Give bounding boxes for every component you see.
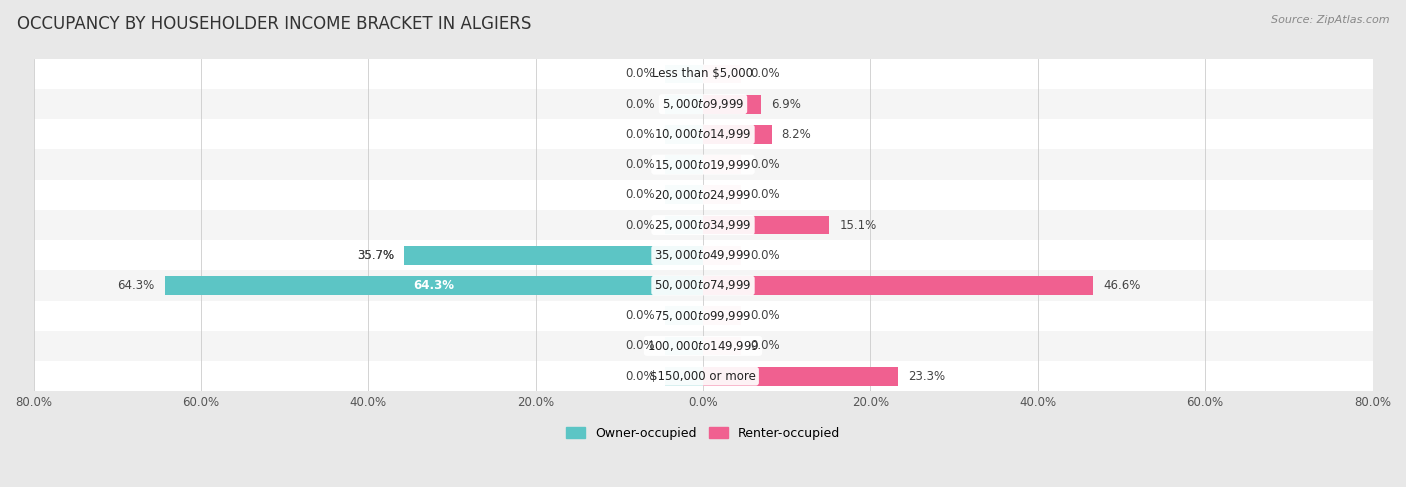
- Bar: [405, 246, 703, 264]
- Bar: [703, 216, 830, 234]
- Bar: [665, 216, 703, 234]
- Bar: [703, 95, 761, 113]
- Bar: [34, 210, 1372, 240]
- Text: $35,000 to $49,999: $35,000 to $49,999: [654, 248, 752, 262]
- Text: 0.0%: 0.0%: [626, 339, 655, 353]
- Text: 0.0%: 0.0%: [626, 219, 655, 231]
- Text: 23.3%: 23.3%: [908, 370, 945, 383]
- Bar: [703, 337, 741, 356]
- Text: $5,000 to $9,999: $5,000 to $9,999: [662, 97, 744, 111]
- Text: 15.1%: 15.1%: [839, 219, 877, 231]
- Bar: [665, 65, 703, 83]
- Bar: [34, 270, 1372, 300]
- Bar: [34, 331, 1372, 361]
- Bar: [703, 306, 741, 325]
- Bar: [703, 276, 1092, 295]
- Bar: [34, 361, 1372, 391]
- Text: 0.0%: 0.0%: [626, 370, 655, 383]
- Text: 35.7%: 35.7%: [357, 249, 394, 262]
- Bar: [703, 186, 741, 204]
- Text: $25,000 to $34,999: $25,000 to $34,999: [654, 218, 752, 232]
- Text: 0.0%: 0.0%: [626, 67, 655, 80]
- Text: 6.9%: 6.9%: [770, 98, 800, 111]
- Text: $20,000 to $24,999: $20,000 to $24,999: [654, 188, 752, 202]
- Text: $100,000 to $149,999: $100,000 to $149,999: [647, 339, 759, 353]
- Text: 46.6%: 46.6%: [1104, 279, 1140, 292]
- Bar: [703, 155, 741, 174]
- Bar: [665, 186, 703, 204]
- Bar: [703, 246, 741, 264]
- Text: 0.0%: 0.0%: [626, 158, 655, 171]
- Bar: [703, 367, 898, 386]
- Bar: [34, 240, 1372, 270]
- Bar: [34, 180, 1372, 210]
- Bar: [34, 89, 1372, 119]
- Text: 0.0%: 0.0%: [626, 309, 655, 322]
- Text: 0.0%: 0.0%: [751, 339, 780, 353]
- Text: 0.0%: 0.0%: [751, 249, 780, 262]
- Text: 64.3%: 64.3%: [118, 279, 155, 292]
- Text: 0.0%: 0.0%: [751, 188, 780, 201]
- Text: 0.0%: 0.0%: [626, 188, 655, 201]
- Text: 0.0%: 0.0%: [626, 128, 655, 141]
- Text: 0.0%: 0.0%: [751, 67, 780, 80]
- Text: $150,000 or more: $150,000 or more: [650, 370, 756, 383]
- Text: $50,000 to $74,999: $50,000 to $74,999: [654, 279, 752, 293]
- Bar: [665, 306, 703, 325]
- Bar: [665, 337, 703, 356]
- Bar: [665, 125, 703, 144]
- Bar: [165, 276, 703, 295]
- Bar: [34, 59, 1372, 89]
- Bar: [665, 367, 703, 386]
- Bar: [34, 150, 1372, 180]
- Text: 0.0%: 0.0%: [751, 158, 780, 171]
- Bar: [665, 155, 703, 174]
- Text: $15,000 to $19,999: $15,000 to $19,999: [654, 158, 752, 171]
- Bar: [703, 125, 772, 144]
- Text: Less than $5,000: Less than $5,000: [652, 67, 754, 80]
- Text: 0.0%: 0.0%: [751, 309, 780, 322]
- Text: Source: ZipAtlas.com: Source: ZipAtlas.com: [1271, 15, 1389, 25]
- Text: 35.7%: 35.7%: [357, 249, 394, 262]
- Text: 0.0%: 0.0%: [626, 98, 655, 111]
- Bar: [34, 119, 1372, 150]
- Bar: [34, 300, 1372, 331]
- Text: OCCUPANCY BY HOUSEHOLDER INCOME BRACKET IN ALGIERS: OCCUPANCY BY HOUSEHOLDER INCOME BRACKET …: [17, 15, 531, 33]
- Text: 64.3%: 64.3%: [413, 279, 454, 292]
- Text: 8.2%: 8.2%: [782, 128, 811, 141]
- Legend: Owner-occupied, Renter-occupied: Owner-occupied, Renter-occupied: [561, 422, 845, 445]
- Bar: [665, 95, 703, 113]
- Text: $10,000 to $14,999: $10,000 to $14,999: [654, 128, 752, 141]
- Text: $75,000 to $99,999: $75,000 to $99,999: [654, 309, 752, 323]
- Bar: [703, 65, 741, 83]
